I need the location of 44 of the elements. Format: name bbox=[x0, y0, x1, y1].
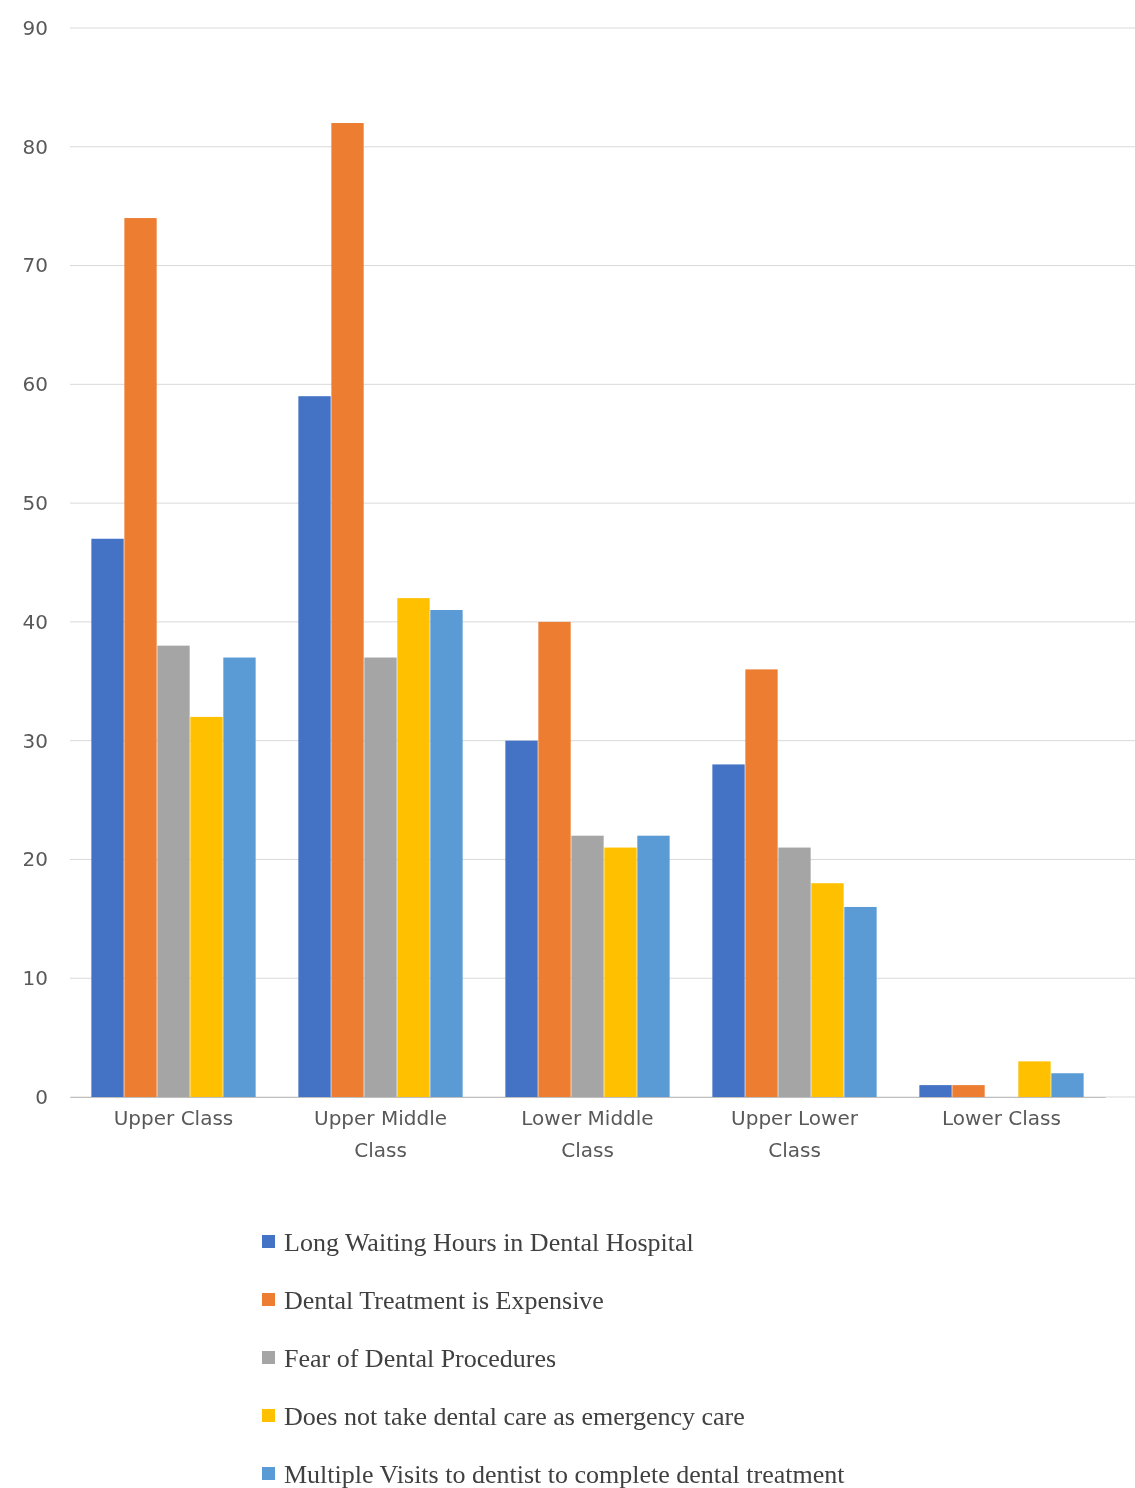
bar bbox=[223, 657, 256, 1097]
bar bbox=[190, 716, 223, 1097]
x-tick-label: Upper Lower Class bbox=[731, 1106, 859, 1163]
y-tick-label: 50 bbox=[22, 491, 48, 516]
legend-label: Dental Treatment is Expensive bbox=[284, 1286, 604, 1316]
x-tick-label: Lower Class bbox=[942, 1106, 1061, 1131]
y-tick-label: 0 bbox=[35, 1084, 48, 1109]
y-tick-label: 40 bbox=[22, 609, 48, 634]
y-tick-label: 20 bbox=[22, 847, 48, 872]
x-tick-label: Lower Middle Class bbox=[521, 1106, 654, 1163]
y-tick-label: 10 bbox=[22, 966, 48, 991]
y-tick-label: 80 bbox=[22, 134, 48, 159]
bar bbox=[505, 740, 538, 1097]
y-tick-label: 70 bbox=[22, 253, 48, 278]
bar bbox=[745, 669, 778, 1097]
y-tick-label: 60 bbox=[22, 372, 48, 397]
bar bbox=[778, 847, 811, 1097]
bar bbox=[604, 847, 637, 1097]
legend-label: Does not take dental care as emergency care bbox=[284, 1402, 745, 1432]
bar bbox=[538, 621, 571, 1097]
bar bbox=[331, 123, 364, 1097]
bar bbox=[124, 218, 157, 1097]
bar bbox=[919, 1085, 952, 1097]
bar bbox=[91, 538, 124, 1097]
x-tick-label: Upper Middle Class bbox=[314, 1106, 447, 1163]
x-tick-label: Upper Class bbox=[113, 1106, 234, 1131]
bar bbox=[844, 906, 877, 1097]
bar bbox=[637, 835, 670, 1097]
bar bbox=[364, 657, 397, 1097]
bar bbox=[952, 1085, 985, 1097]
bar bbox=[811, 883, 844, 1097]
legend-label: Fear of Dental Procedures bbox=[284, 1344, 557, 1374]
bar bbox=[712, 764, 745, 1097]
legend-label: Long Waiting Hours in Dental Hospital bbox=[284, 1228, 694, 1258]
bar bbox=[298, 396, 331, 1097]
legend-label: Multiple Visits to dentist to complete dental treatment bbox=[284, 1460, 846, 1488]
bar bbox=[397, 598, 430, 1097]
bar bbox=[571, 835, 604, 1097]
bar bbox=[157, 645, 190, 1097]
bar bbox=[1018, 1061, 1051, 1097]
bar bbox=[430, 610, 463, 1097]
bar bbox=[1051, 1073, 1084, 1097]
y-tick-label: 30 bbox=[22, 728, 48, 753]
y-tick-label: 90 bbox=[22, 15, 48, 40]
